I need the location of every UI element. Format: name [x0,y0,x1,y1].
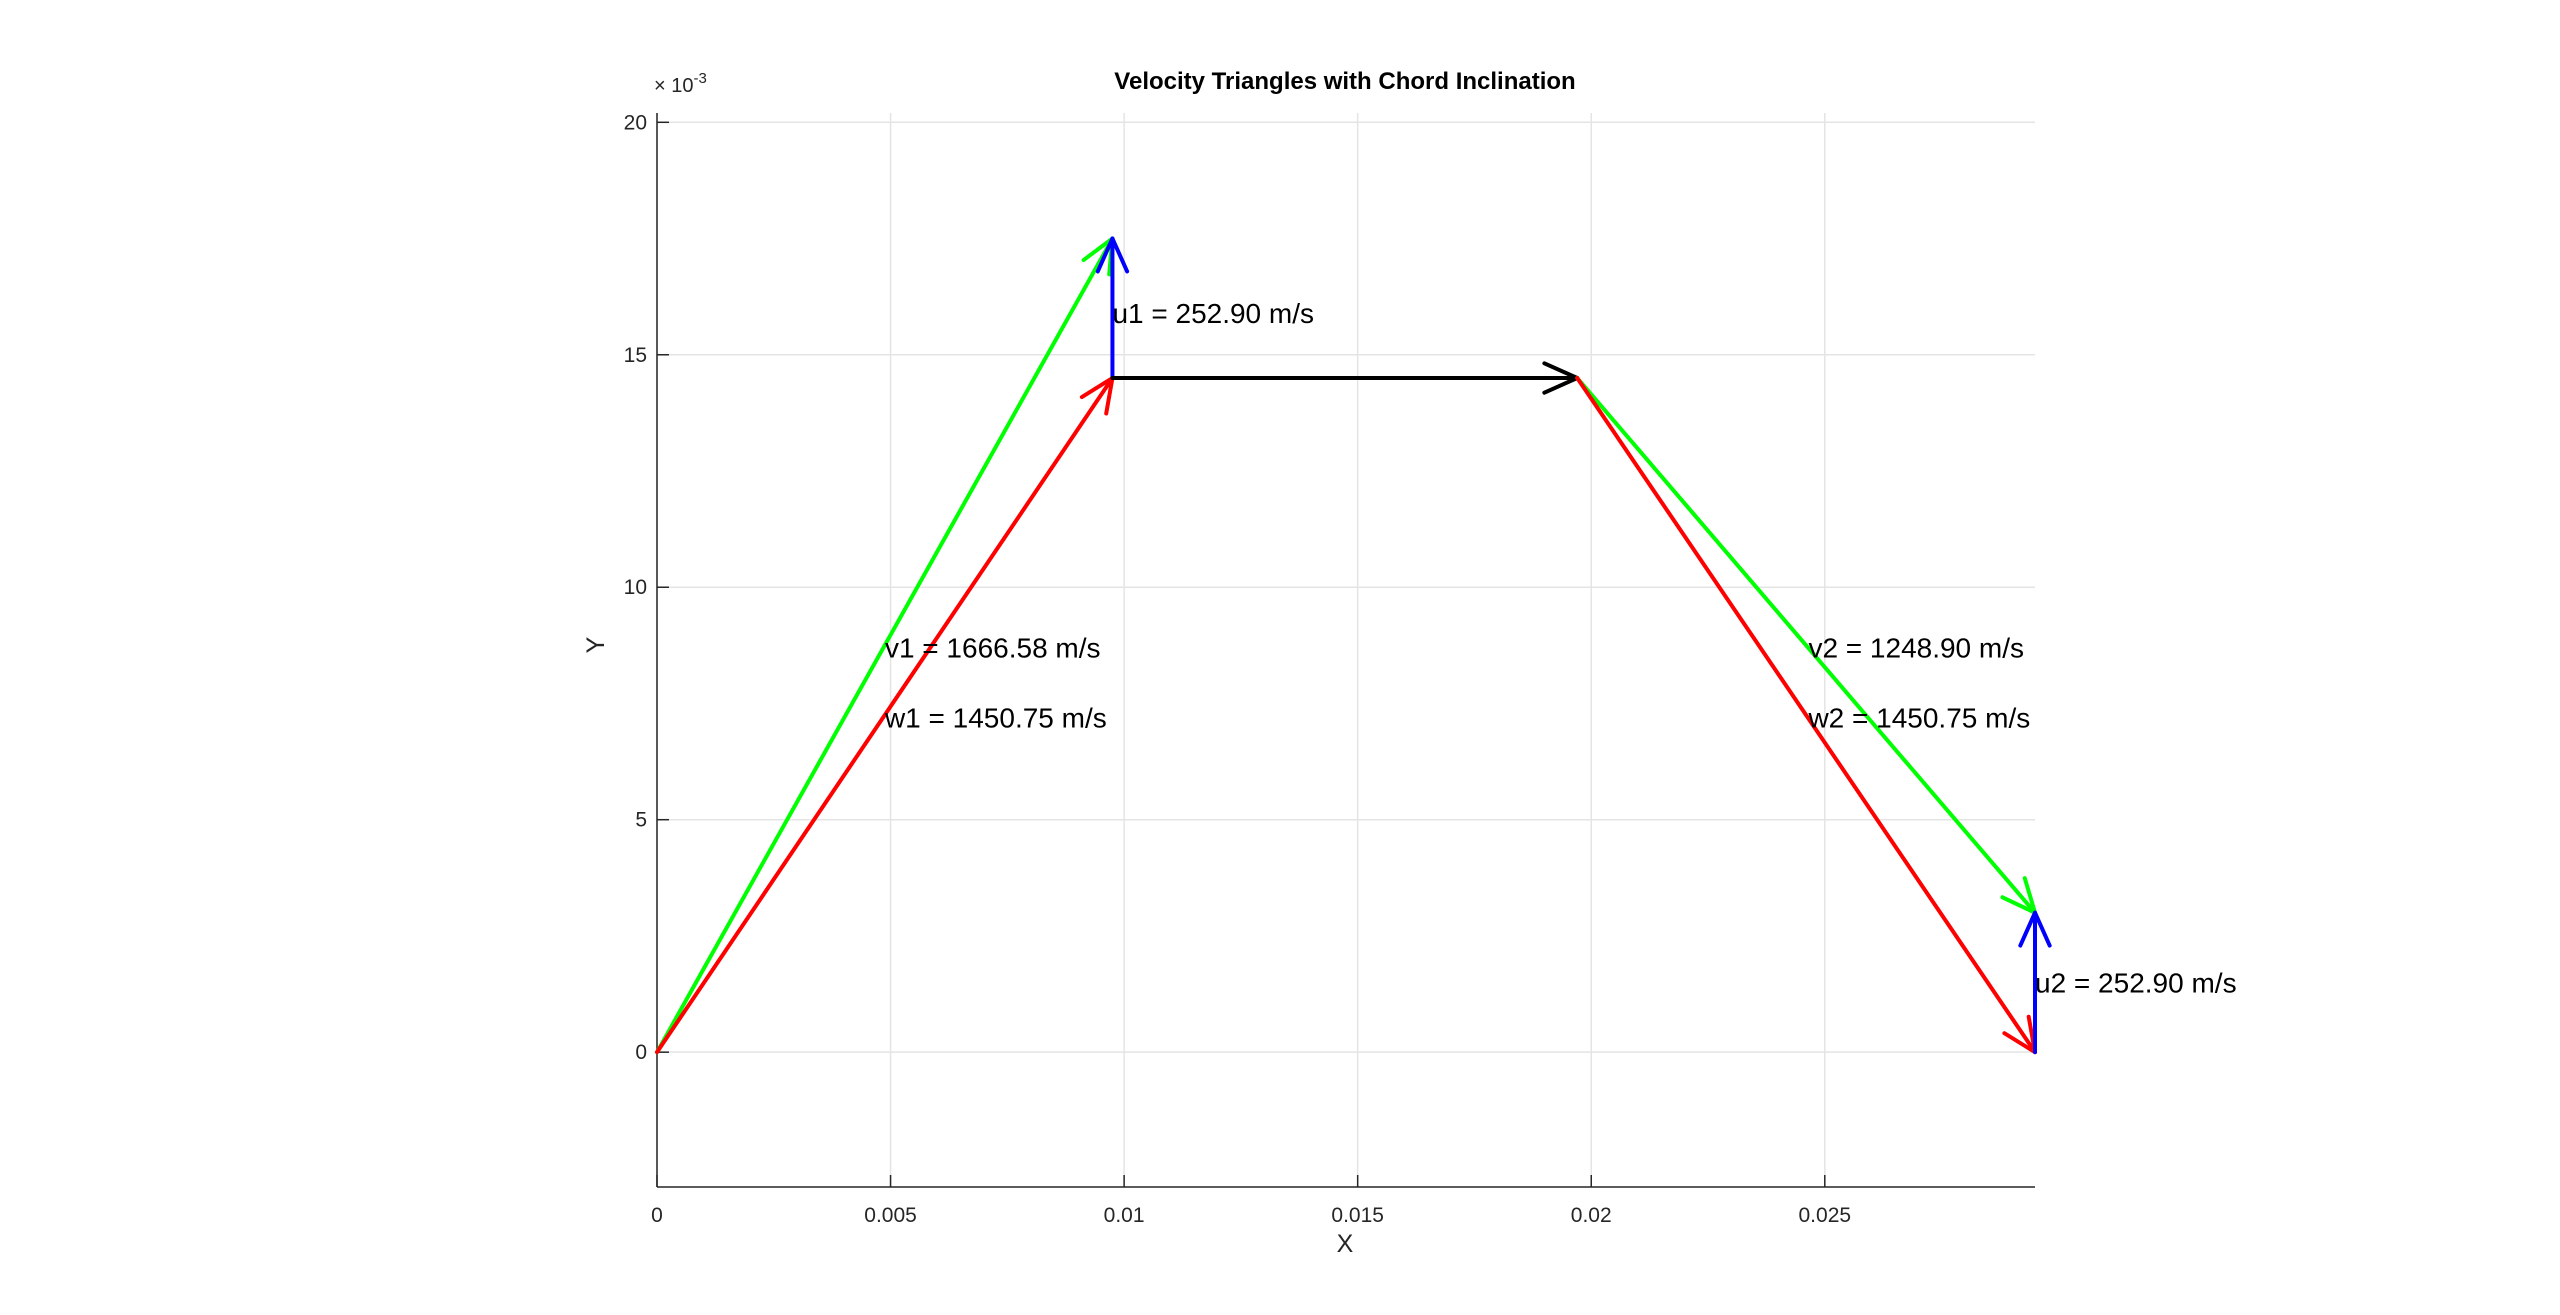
annotation-label: v1 = 1666.58 m/s [885,633,1101,664]
vector-arrowhead [2018,910,2052,948]
vector-arrow [1095,236,1130,381]
annotation-label: w1 = 1450.75 m/s [884,702,1107,733]
vector-shaft [1575,376,2037,915]
x-tick-label: 0.025 [1799,1204,1852,1227]
y-tick-label: 5 [635,809,647,832]
y-tick-label: 20 [624,111,647,134]
x-tick-label: 0.01 [1104,1204,1145,1227]
chart-title: Velocity Triangles with Chord Inclinatio… [1114,68,1575,95]
tick-labels: 0 0.005 0.01 0.015 0.02 0.025 0 5 10 15 20 [624,111,1851,1227]
axes [656,113,2035,1188]
vector-shaft [655,236,1115,1055]
annotation-label: v2 = 1248.90 m/s [1808,633,2024,664]
y-tick-label: 0 [635,1041,647,1064]
annotation-label: w2 = 1450.75 m/s [1807,702,2030,733]
vector-arrowhead [1095,236,1130,274]
grid-lines [656,113,2035,1187]
x-tick-label: 0 [651,1204,663,1227]
y-tick-label: 15 [624,344,647,367]
x-axis-label: X [1337,1230,1354,1258]
vector-arrow [2018,910,2052,1055]
vector-shaft [655,376,1115,1055]
x-tick-label: 0.015 [1331,1204,1384,1227]
vector-shaft [1575,376,2037,1055]
y-scale-exponent: × 10-3 [654,70,707,97]
annotation-label: u1 = 252.90 m/s [1112,298,1314,329]
annotation-label: u2 = 252.90 m/s [2035,967,2237,998]
annotations: u1 = 252.90 m/s v1 = 1666.58 m/s w1 = 1450… [884,298,2237,999]
x-tick-label: 0.02 [1571,1204,1612,1227]
y-tick-label: 10 [624,576,647,599]
y-axis-label: Y [582,636,610,653]
x-tick-label: 0.005 [864,1204,917,1227]
series-arrows [655,236,2052,1055]
